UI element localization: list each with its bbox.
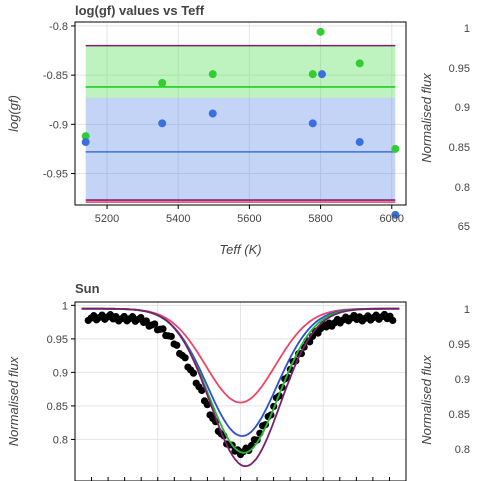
data-point xyxy=(158,119,167,128)
y-tick-label: 0.85 xyxy=(449,142,470,154)
y-tick-label: 0.9 xyxy=(455,102,470,114)
panel-top-right-partial: 1 0.95 0.9 0.85 0.8 65 Normalised flux xyxy=(419,23,470,233)
x-axis-label: Teff (K) xyxy=(219,242,261,257)
x-tick-label: 5600 xyxy=(237,213,261,225)
plot-frame xyxy=(74,301,407,481)
data-point xyxy=(318,70,327,79)
y-tick-label: 0.95 xyxy=(47,334,68,346)
y-axis-label: Normalised flux xyxy=(419,73,434,163)
y-axis-label: Normalised flux xyxy=(6,356,21,446)
observed-point xyxy=(189,369,198,377)
x-tick-label: 6000 xyxy=(380,213,404,225)
observed-point xyxy=(198,386,206,395)
y-tick-label: 0.85 xyxy=(449,409,470,421)
y-tick-label: 1 xyxy=(464,23,470,35)
data-point xyxy=(208,109,217,118)
y-tick-label: -0.8 xyxy=(49,21,68,33)
y-tick-label: 0.95 xyxy=(449,63,470,75)
data-point xyxy=(158,79,167,87)
data-point xyxy=(81,138,90,147)
plot-frame xyxy=(74,21,407,206)
observed-point xyxy=(167,332,175,341)
y-tick-label: -0.85 xyxy=(43,70,68,82)
chart-title: Sun xyxy=(75,281,100,296)
y-tick-label: 1 xyxy=(464,304,470,316)
y-tick-label: 0.9 xyxy=(455,374,470,386)
observed-point xyxy=(389,316,397,325)
model-line xyxy=(81,307,400,468)
data-point xyxy=(208,70,217,79)
x-tick-label: 5800 xyxy=(308,213,332,225)
x-tick-label: 5200 xyxy=(95,213,119,225)
y-tick-label: 65 xyxy=(458,221,470,233)
x-tick-label: 5400 xyxy=(166,213,190,225)
observed-point xyxy=(159,325,167,333)
observed-point xyxy=(151,320,159,328)
observed-point xyxy=(181,354,189,362)
panel-loggf-vs-teff: log(gf) values vs Teff 5200 5400 5600 5800 60… xyxy=(6,3,407,257)
data-point xyxy=(81,132,90,141)
y-tick-label: 0.85 xyxy=(47,401,68,413)
y-tick-label: 0.8 xyxy=(53,434,68,446)
error-band xyxy=(85,45,396,98)
chart-title: log(gf) values vs Teff xyxy=(75,3,205,18)
observed-point xyxy=(173,341,181,349)
data-point xyxy=(316,27,325,36)
y-axis-label: Normalised flux xyxy=(419,355,434,445)
data-point xyxy=(391,210,400,219)
y-tick-label: 1 xyxy=(62,300,68,312)
y-tick-label: 0.95 xyxy=(449,339,470,351)
y-tick-label: 0.9 xyxy=(53,367,68,379)
panel-sun-profile: Sun 1 0.95 0.9 0.85 0.8 Normalised flux xyxy=(6,281,407,481)
panel-bottom-right-partial: 1 0.95 0.9 0.85 0.8 Normalised flux xyxy=(419,304,470,456)
data-point xyxy=(355,138,364,147)
y-tick-label: 0.8 xyxy=(455,182,470,194)
y-axis-label: log(gf) xyxy=(6,95,21,132)
y-tick-label: 0.8 xyxy=(455,444,470,456)
observed-point xyxy=(203,401,211,409)
data-point xyxy=(355,59,364,68)
y-tick-label: -0.95 xyxy=(43,169,68,181)
data-point xyxy=(308,70,317,79)
data-point xyxy=(391,144,400,153)
y-tick-label: -0.9 xyxy=(49,119,68,131)
error-band xyxy=(85,97,396,201)
data-point xyxy=(308,119,317,128)
